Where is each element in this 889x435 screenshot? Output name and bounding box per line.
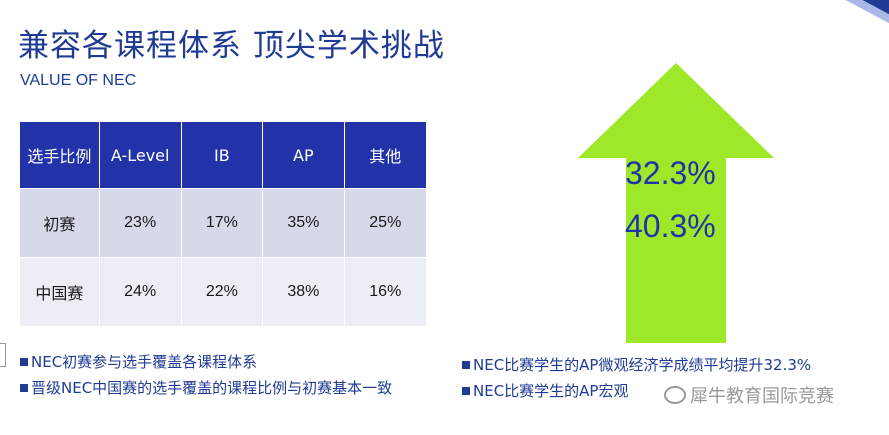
table-header-row: 选手比例 A-Level IB AP 其他 [20,122,428,189]
watermark-text: 犀牛教育国际竞赛 [690,386,834,407]
slide-subtitle: VALUE OF NEC [20,72,137,89]
bullet-square-icon [462,386,470,395]
edge-marker [0,343,6,367]
wechat-icon [664,386,686,404]
bullet-square-icon [462,360,470,369]
watermark: 犀牛教育国际竞赛 [664,382,834,408]
row-label: 初赛 [20,188,100,258]
bullet-square-icon [20,357,28,366]
list-item: NEC比赛学生的AP微观经济学成绩平均提升32.3% [462,352,811,378]
list-item: 晋级NEC中国赛的选手覆盖的课程比例与初赛基本一致 [20,375,392,401]
bullet-list-left: NEC初赛参与选手覆盖各课程体系 晋级NEC中国赛的选手覆盖的课程比例与初赛基本… [20,349,392,401]
header-cell: AP [262,122,345,189]
table-cell: 38% [262,257,345,326]
bullet-list-right: NEC比赛学生的AP微观经济学成绩平均提升32.3% NEC比赛学生的AP宏观 [462,352,811,404]
table-cell: 24% [99,257,182,326]
header-cell: 其他 [344,122,428,189]
table-cell: 25% [344,188,428,258]
table-row: 初赛 23% 17% 35% 25% [20,188,428,258]
table-cell: 17% [181,188,264,258]
header-cell: IB [181,122,264,189]
improvement-value-2: 40.3% [625,208,716,244]
table-cell: 23% [99,188,182,258]
curriculum-ratio-table: 选手比例 A-Level IB AP 其他 初赛 23% 17% 35% 25%… [20,122,428,326]
bullet-square-icon [20,383,28,392]
row-label: 中国赛 [20,257,100,326]
table-cell: 16% [344,257,428,326]
list-item: NEC比赛学生的AP宏观 [462,378,811,404]
header-cell: 选手比例 [20,122,100,189]
slide-title: 兼容各课程体系 顶尖学术挑战 [18,28,445,64]
up-arrow-icon [578,63,774,343]
table-cell: 22% [181,257,264,326]
improvement-value-1: 32.3% [625,155,716,191]
header-cell: A-Level [99,122,182,189]
table-cell: 35% [262,188,345,258]
list-item: NEC初赛参与选手覆盖各课程体系 [20,349,392,375]
arrow-shape [578,63,774,343]
corner-decoration [819,0,889,40]
table-row: 中国赛 24% 22% 38% 16% [20,257,428,326]
